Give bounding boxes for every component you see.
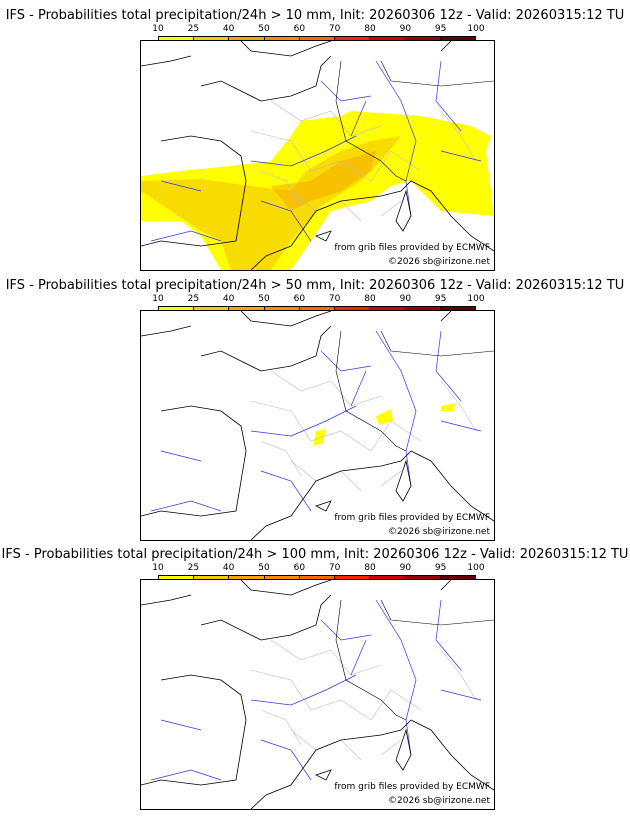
map-panel: IFS - Probabilities total precipitation/…: [0, 0, 630, 271]
colorbar-tick-label: 70: [328, 294, 341, 304]
colorbar-tick-label: 10: [152, 563, 164, 573]
map-canvas: [141, 41, 494, 270]
colorbar-tick-label: 100: [467, 563, 485, 573]
colorbar-tick-label: 95: [434, 563, 447, 573]
colorbar-tick-label: 50: [258, 294, 270, 304]
colorbar-tick-label: 90: [399, 294, 412, 304]
map-panel: IFS - Probabilities total precipitation/…: [0, 270, 630, 541]
colorbar-tick-label: 25: [187, 24, 200, 34]
panel-title: IFS - Probabilities total precipitation/…: [5, 278, 625, 293]
colorbar-tick-label: 40: [222, 563, 235, 573]
colorbar-tick-label: 50: [258, 563, 270, 573]
admin-borders: [250, 639, 477, 761]
coastlines: [141, 311, 494, 540]
colorbar-tick-label: 100: [467, 294, 485, 304]
colorbar-labels: 10 25 40 50 60 70 80 90 95 100: [152, 24, 484, 34]
rivers: [150, 60, 482, 242]
colorbar-tick-label: 70: [328, 24, 341, 34]
colorbar-tick-label: 50: [258, 24, 270, 34]
colorbar-tick-label: 40: [222, 24, 235, 34]
colorbar-tick-label: 70: [328, 563, 341, 573]
colorbar-tick-label: 100: [467, 24, 485, 34]
panel-title: IFS - Probabilities total precipitation/…: [5, 8, 625, 23]
coastlines: [141, 580, 494, 809]
map-panel: IFS - Probabilities total precipitation/…: [0, 539, 630, 810]
map-canvas: [141, 580, 494, 809]
source-credit: from grib files provided by ECMWF: [334, 782, 490, 792]
colorbar-tick-label: 95: [434, 294, 447, 304]
colorbar-tick-label: 60: [293, 294, 306, 304]
probability-map: from grib files provided by ECMWF ©2026 …: [140, 310, 495, 541]
colorbar-tick-label: 10: [152, 24, 164, 34]
probability-map: from grib files provided by ECMWF ©2026 …: [140, 579, 495, 810]
rivers: [150, 330, 482, 512]
copyright-credit: ©2026 sb@irizone.net: [388, 796, 490, 806]
colorbar-tick-label: 40: [222, 294, 235, 304]
colorbar-tick-label: 25: [187, 294, 200, 304]
probability-map: from grib files provided by ECMWF ©2026 …: [140, 40, 495, 271]
precip-overlay: [313, 403, 456, 446]
admin-borders: [250, 370, 477, 492]
source-credit: from grib files provided by ECMWF: [334, 243, 490, 253]
coastlines: [141, 41, 494, 270]
colorbar-labels: 10 25 40 50 60 70 80 90 95 100: [152, 294, 484, 304]
source-credit: from grib files provided by ECMWF: [334, 513, 490, 523]
colorbar-tick-label: 80: [364, 563, 376, 573]
colorbar-tick-label: 95: [434, 24, 447, 34]
colorbar-tick-label: 80: [364, 294, 376, 304]
colorbar-tick-label: 90: [399, 24, 412, 34]
colorbar-tick-label: 60: [293, 24, 306, 34]
copyright-credit: ©2026 sb@irizone.net: [388, 257, 490, 267]
rivers: [150, 599, 482, 781]
colorbar-tick-label: 25: [187, 563, 200, 573]
colorbar-tick-label: 10: [152, 294, 164, 304]
map-canvas: [141, 311, 494, 540]
colorbar-tick-label: 60: [293, 563, 306, 573]
panel-title: IFS - Probabilities total precipitation/…: [1, 547, 629, 562]
colorbar-tick-label: 90: [399, 563, 412, 573]
copyright-credit: ©2026 sb@irizone.net: [388, 527, 490, 537]
colorbar-tick-label: 80: [364, 24, 376, 34]
colorbar-labels: 10 25 40 50 60 70 80 90 95 100: [152, 563, 484, 573]
